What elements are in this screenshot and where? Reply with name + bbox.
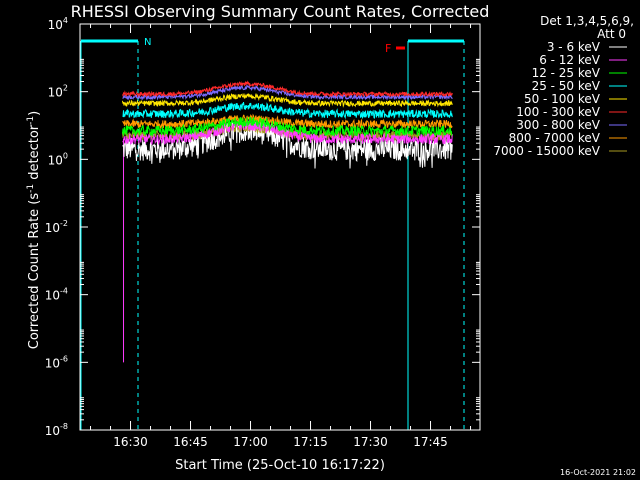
x-axis-label: Start Time (25-Oct-10 16:17:22) (175, 458, 385, 473)
flare-flag-label: F (385, 42, 391, 55)
series-line (122, 102, 453, 120)
legend-entry-label: 800 - 7000 keV (509, 131, 601, 145)
y-axis-label: Corrected Count Rate (s-1 detector-1) (26, 111, 42, 349)
x-tick-label: 17:45 (413, 435, 448, 449)
legend-entry-label: 50 - 100 keV (524, 92, 601, 106)
legend-header-line-1: Det 1,3,4,5,6,9, (540, 14, 634, 28)
x-tick-label: 17:00 (233, 435, 268, 449)
y-tick-label: 102 (48, 84, 68, 100)
x-tick-label: 17:30 (353, 435, 388, 449)
series-line (122, 80, 453, 98)
legend-entry-label: 25 - 50 keV (532, 79, 601, 93)
x-tick-label: 16:45 (173, 435, 208, 449)
x-tick-label: 16:30 (113, 435, 148, 449)
y-tick-label: 10-6 (45, 354, 68, 370)
plot-frame (79, 23, 481, 431)
y-tick-label: 104 (48, 16, 68, 32)
y-tick-label: 100 (48, 151, 68, 167)
axes: 104 102 100 10-2 10-4 10-6 10-8 16:30 16:45 17:00… (45, 16, 481, 449)
legend-entry-label: 7000 - 15000 keV (493, 144, 600, 158)
legend-header-line-2: Att 0 (597, 27, 626, 41)
y-tick-label: 10-4 (45, 287, 68, 303)
series-line (122, 84, 453, 101)
x-tick-label: 17:15 (293, 435, 328, 449)
legend-entry-label: 12 - 25 keV (532, 66, 601, 80)
series-line (122, 120, 453, 146)
series-line (122, 113, 453, 130)
legend-entry-label: 3 - 6 keV (547, 40, 601, 54)
night-label: N (144, 37, 151, 48)
legend-entry-label: 300 - 800 keV (516, 118, 600, 132)
y-tick-label: 10-8 (45, 422, 68, 438)
series-line (122, 116, 453, 138)
chart-title: RHESSI Observing Summary Count Rates, Co… (71, 2, 490, 21)
timestamp: 16-Oct-2021 21:02 (560, 468, 636, 477)
legend-entry-label: 6 - 12 keV (539, 53, 601, 67)
y-tick-label: 10-2 (45, 219, 68, 235)
legend-entry-label: 100 - 300 keV (516, 105, 600, 119)
series-line (122, 93, 453, 108)
